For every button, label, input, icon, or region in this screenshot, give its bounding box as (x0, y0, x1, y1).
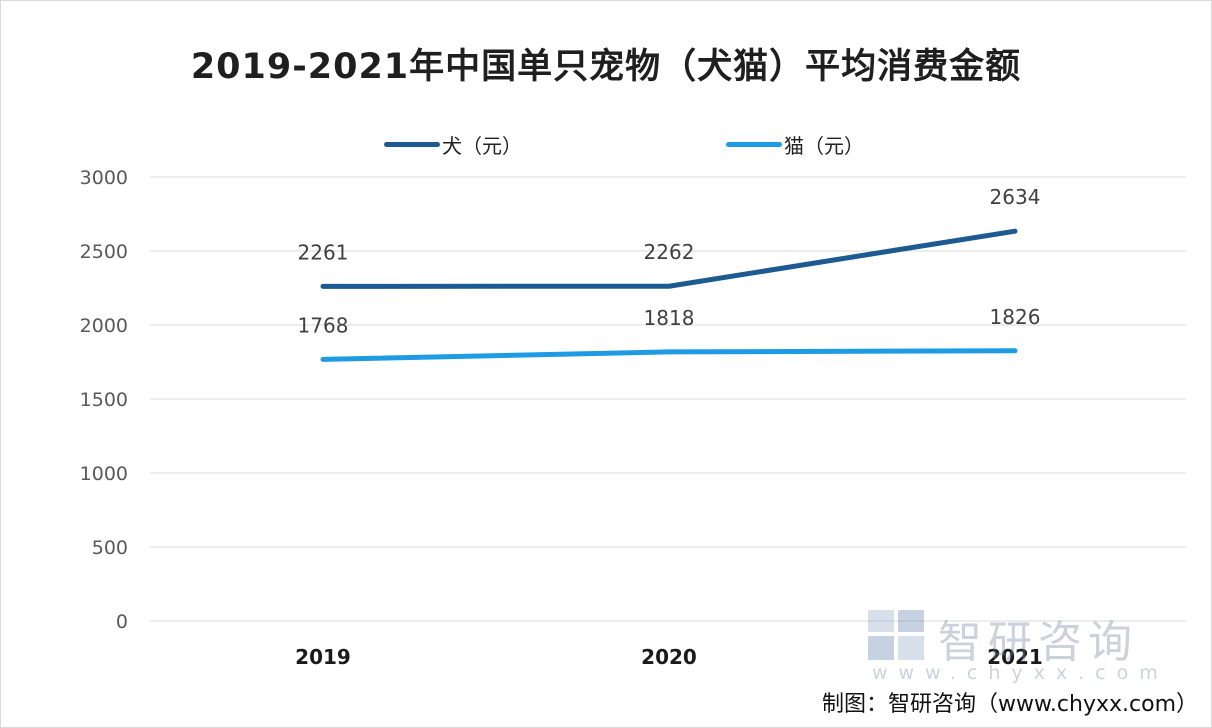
chart-title: 2019-2021年中国单只宠物（犬猫）平均消费金额 (190, 47, 1022, 87)
watermark: 智研咨询 www.chyxx.com (868, 606, 1178, 686)
data-label-dog-2021: 2634 (990, 185, 1041, 209)
legend-item-cat: 猫（元） (726, 128, 864, 160)
series-line-cat (320, 348, 1018, 362)
legend-swatch-dog (384, 141, 440, 147)
data-label-cat-2021: 1826 (990, 305, 1041, 329)
legend: 犬（元） 猫（元） (0, 128, 1212, 160)
watermark-url: www.chyxx.com (872, 662, 1169, 684)
x-tick-label-2020: 2020 (641, 645, 697, 669)
watermark-name: 智研咨询 (938, 617, 1138, 668)
legend-swatch-cat (726, 141, 782, 147)
legend-label-dog: 犬（元） (442, 133, 522, 158)
legend-label-cat: 猫（元） (784, 133, 864, 158)
data-label-dog-2020: 2262 (644, 240, 695, 264)
y-tick-label-1500: 1500 (80, 389, 128, 411)
y-tick-label-2500: 2500 (80, 241, 128, 263)
x-tick-label-2021: 2021 (987, 645, 1043, 669)
chyxx-logo-icon (868, 610, 924, 660)
y-tick-label-3000: 3000 (80, 167, 128, 189)
legend-item-dog: 犬（元） (384, 128, 522, 160)
y-tick-label-500: 500 (92, 537, 128, 559)
y-tick-label-2000: 2000 (80, 315, 128, 337)
series-line-dog (320, 228, 1018, 289)
y-tick-label-1000: 1000 (80, 463, 128, 485)
data-label-cat-2019: 1768 (298, 313, 349, 337)
source-note: 制图：智研咨询（www.chyxx.com） (821, 692, 1198, 717)
x-tick-label-2019: 2019 (295, 645, 351, 669)
y-tick-label-0: 0 (116, 611, 128, 633)
data-label-cat-2020: 1818 (644, 306, 695, 330)
data-label-dog-2019: 2261 (298, 240, 349, 264)
